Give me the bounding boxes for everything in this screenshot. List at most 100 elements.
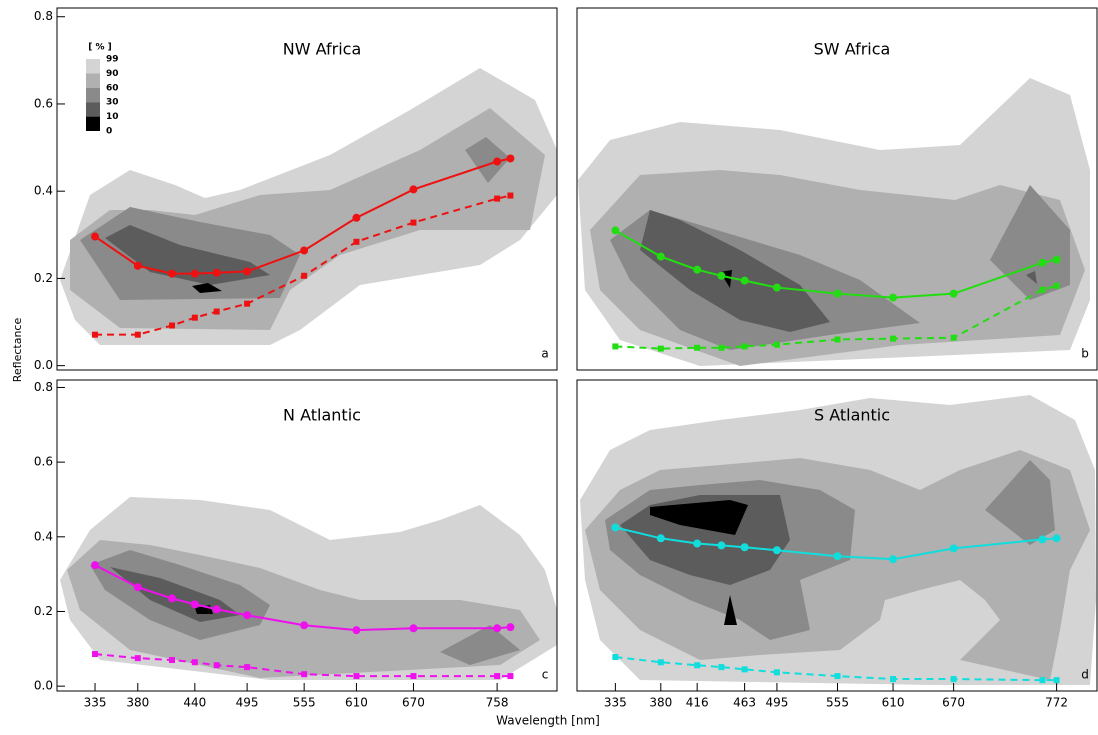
circle-marker: [717, 271, 726, 280]
square-marker: [169, 657, 176, 664]
plot-frame: [576, 7, 1098, 371]
panel-title: SW Africa: [814, 40, 891, 59]
square-marker: [1039, 677, 1046, 684]
circle-marker: [506, 154, 515, 163]
contour-region: [724, 595, 737, 625]
x-tick-label: 610: [882, 696, 905, 710]
square-marker: [1039, 286, 1046, 293]
circle-marker: [243, 267, 252, 276]
y-tick-label: 0.0: [34, 358, 53, 372]
series-line: [94, 653, 511, 678]
y-tick-label: 0.0: [34, 679, 53, 693]
x-tick-label: 670: [402, 696, 425, 710]
contour-region: [985, 460, 1055, 545]
circle-marker: [1052, 255, 1061, 264]
panel-title: NW Africa: [283, 40, 362, 59]
square-marker: [244, 300, 251, 307]
x-tick-label: 380: [649, 696, 672, 710]
square-marker: [301, 671, 308, 678]
plot-frame: [56, 379, 558, 692]
circle-marker: [656, 252, 665, 261]
legend-label: 0: [106, 127, 112, 137]
panel-letter: c: [542, 668, 549, 682]
circle-marker: [693, 265, 702, 274]
panel-letter: b: [1081, 347, 1089, 361]
square-marker: [213, 308, 220, 315]
legend-label: 60: [106, 83, 119, 93]
circle-marker: [693, 539, 702, 548]
circle-marker: [949, 544, 958, 553]
contour-region: [650, 500, 748, 535]
circle-marker: [133, 261, 142, 270]
circle-marker: [243, 611, 252, 620]
square-marker: [718, 344, 725, 351]
panel-letter: a: [541, 347, 548, 361]
panel-title: S Atlantic: [814, 406, 890, 425]
square-marker: [890, 676, 897, 683]
square-marker: [507, 192, 514, 199]
circle-marker: [717, 541, 726, 550]
circle-marker: [91, 561, 100, 570]
x-tick-label: 440: [183, 696, 206, 710]
y-tick-label: 0.6: [34, 455, 53, 469]
circle-marker: [889, 555, 898, 564]
circle-marker: [833, 289, 842, 298]
panel-title: N Atlantic: [283, 406, 361, 425]
contour-region: [192, 283, 222, 293]
circle-marker: [656, 534, 665, 543]
x-tick-label: 555: [826, 696, 849, 710]
contour-region: [1026, 271, 1037, 284]
legend-title: [ % ]: [88, 43, 112, 53]
y-tick-label: 0.2: [34, 271, 53, 285]
circle-marker: [352, 213, 361, 222]
x-tick-label: 416: [686, 696, 709, 710]
square-marker: [301, 272, 308, 279]
circle-marker: [212, 605, 221, 614]
circle-marker: [740, 276, 749, 285]
circle-marker: [949, 289, 958, 298]
x-tick-label: 380: [126, 696, 149, 710]
circle-marker: [168, 594, 177, 603]
circle-marker: [168, 269, 177, 278]
x-tick-label: 335: [84, 696, 107, 710]
x-axis-label: Wavelength [nm]: [496, 714, 600, 728]
square-marker: [657, 659, 664, 666]
square-marker: [410, 673, 417, 680]
square-marker: [1053, 282, 1060, 289]
contour-region: [440, 625, 520, 665]
legend-swatch: [86, 73, 100, 88]
legend-swatch: [86, 102, 100, 117]
legend-swatch: [86, 59, 100, 74]
legend-swatch: [86, 116, 100, 131]
x-tick-label: 495: [236, 696, 259, 710]
square-marker: [773, 669, 780, 676]
x-tick-label: 670: [942, 696, 965, 710]
circle-marker: [300, 621, 309, 630]
circle-marker: [1038, 535, 1047, 544]
square-marker: [507, 673, 514, 680]
y-tick-label: 0.4: [34, 529, 53, 543]
circle-marker: [772, 283, 781, 292]
square-marker: [169, 322, 176, 329]
y-tick-label: 0.6: [34, 96, 53, 110]
square-marker: [612, 343, 619, 350]
square-marker: [1053, 677, 1060, 684]
x-tick-label: 772: [1045, 696, 1068, 710]
square-marker: [494, 195, 501, 202]
square-marker: [191, 659, 198, 666]
square-marker: [92, 331, 99, 338]
square-marker: [244, 664, 251, 671]
y-axis-label: Reflectance: [11, 318, 24, 383]
square-marker: [494, 673, 501, 680]
y-tick-label: 0.8: [34, 380, 53, 394]
square-marker: [134, 331, 141, 338]
contour-region: [465, 137, 510, 183]
plot-frame: [576, 379, 1098, 692]
legend-label: 90: [106, 69, 119, 79]
square-marker: [950, 676, 957, 683]
circle-marker: [352, 626, 361, 635]
circle-marker: [506, 623, 515, 632]
x-tick-label: 555: [293, 696, 316, 710]
circle-marker: [493, 624, 502, 633]
